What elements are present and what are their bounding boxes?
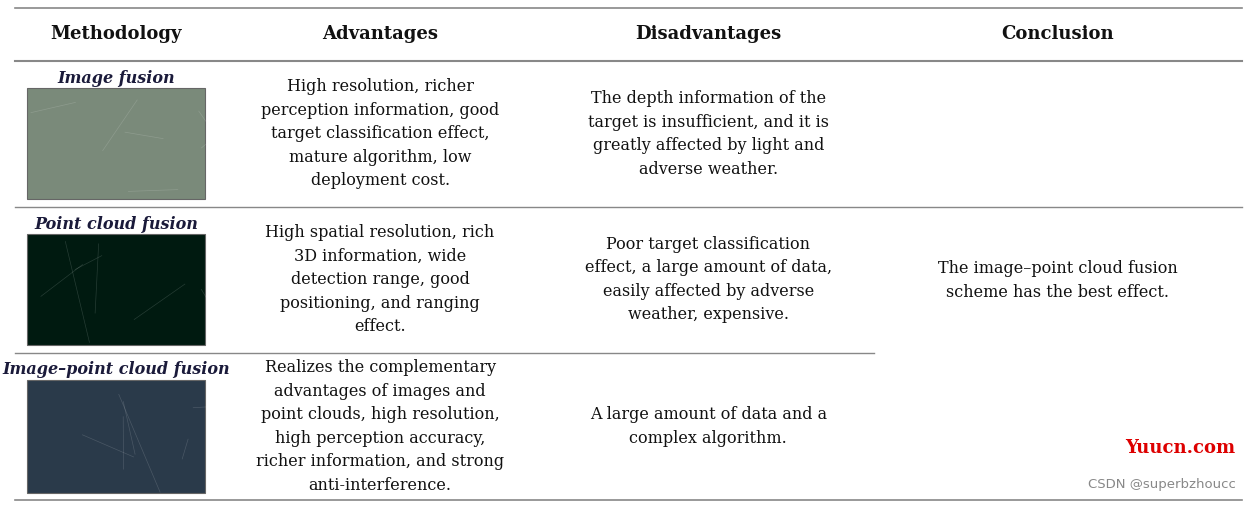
Text: A large amount of data and a
complex algorithm.: A large amount of data and a complex alg… [590, 406, 827, 447]
Text: Methodology: Methodology [50, 25, 182, 43]
Text: Conclusion: Conclusion [1002, 25, 1114, 43]
Text: High resolution, richer
perception information, good
target classification effec: High resolution, richer perception infor… [261, 78, 499, 189]
Bar [28, 88, 205, 199]
Text: The depth information of the
target is insufficient, and it is
greatly affected : The depth information of the target is i… [588, 90, 828, 177]
Text: Point cloud fusion: Point cloud fusion [34, 215, 199, 233]
Text: Poor target classification
effect, a large amount of data,
easily affected by ad: Poor target classification effect, a lar… [585, 236, 832, 324]
Bar [28, 234, 205, 345]
Text: Image fusion: Image fusion [58, 70, 175, 87]
Text: Disadvantages: Disadvantages [635, 25, 782, 43]
Text: The image–point cloud fusion
scheme has the best effect.: The image–point cloud fusion scheme has … [938, 261, 1178, 301]
Text: Image–point cloud fusion: Image–point cloud fusion [3, 361, 230, 378]
Text: Advantages: Advantages [322, 25, 439, 43]
Text: Realizes the complementary
advantages of images and
point clouds, high resolutio: Realizes the complementary advantages of… [256, 359, 504, 494]
Text: Yuucn.com: Yuucn.com [1125, 439, 1236, 457]
Text: High spatial resolution, rich
3D information, wide
detection range, good
positio: High spatial resolution, rich 3D informa… [265, 224, 495, 335]
Bar [28, 379, 205, 493]
Text: CSDN @superbzhoucc: CSDN @superbzhoucc [1087, 478, 1236, 491]
